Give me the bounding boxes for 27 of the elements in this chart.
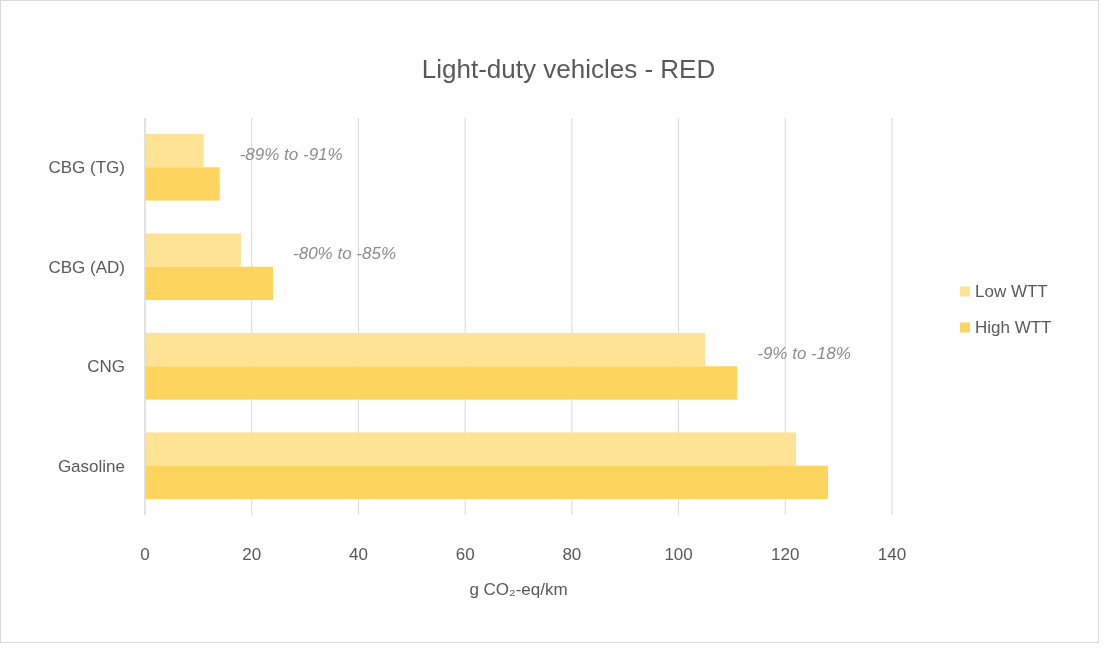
x-tick-label: 40 (348, 545, 368, 564)
y-tick-label: Gasoline (57, 456, 125, 476)
bar (145, 167, 220, 201)
x-tick-label: 20 (242, 545, 262, 564)
y-tick-label: CBG (AD) (48, 257, 125, 277)
bar (145, 133, 204, 168)
bar (145, 332, 706, 367)
legend-label: High WTT (975, 317, 1052, 337)
x-tick-label: 0 (140, 545, 150, 564)
bar (145, 465, 828, 500)
annotation: -89% to -91% (239, 144, 343, 164)
y-tick-label: CBG (TG) (48, 158, 125, 178)
x-axis-title: g CO₂-eq/km (469, 580, 568, 599)
annotation: -9% to -18% (757, 343, 851, 363)
bar (145, 366, 738, 400)
y-tick-label: CNG (87, 357, 125, 377)
legend-label: Low WTT (975, 281, 1048, 301)
bar (145, 432, 796, 466)
bar (145, 266, 274, 301)
x-tick-label: 100 (664, 545, 693, 564)
bar (145, 233, 242, 267)
x-tick-label: 60 (455, 545, 475, 564)
x-tick-label: 120 (771, 545, 800, 564)
x-tick-label: 140 (877, 545, 907, 564)
x-tick-label: 80 (562, 545, 582, 564)
annotation: -80% to -85% (293, 244, 397, 264)
chart-title: Light-duty vehicles - RED (421, 54, 716, 84)
